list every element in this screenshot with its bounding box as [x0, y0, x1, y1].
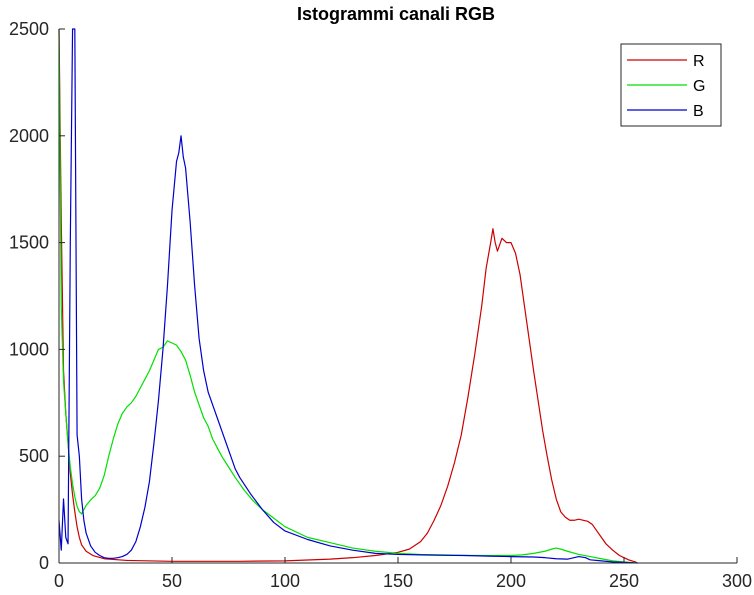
series-line-r	[58, 28, 638, 564]
x-tick-label: 100	[270, 571, 300, 591]
y-tick-label: 500	[19, 446, 49, 466]
y-tick-label: 1500	[9, 233, 49, 253]
axes: 0 50 100 150 200 250 300 0 500 1000 1500 2000 2500	[9, 19, 752, 591]
y-tick-label: 1000	[9, 339, 49, 359]
x-tick-label: 150	[383, 571, 413, 591]
chart-title: Istogrammi canali RGB	[297, 4, 495, 24]
x-tick-label: 250	[609, 571, 639, 591]
series-lines	[58, 28, 638, 564]
legend-label-r: R	[693, 53, 705, 70]
x-tick-label: 0	[54, 571, 64, 591]
y-tick-label: 2500	[9, 19, 49, 39]
x-tick-label: 50	[162, 571, 182, 591]
legend-label-g: G	[693, 78, 705, 95]
y-tick-label: 0	[39, 553, 49, 573]
legend-label-b: B	[693, 103, 704, 120]
y-tick-label: 2000	[9, 126, 49, 146]
x-tick-label: 300	[722, 571, 752, 591]
legend: RGB	[620, 43, 722, 127]
series-line-b	[58, 28, 638, 564]
x-tick-label: 200	[496, 571, 526, 591]
series-line-g	[58, 28, 638, 564]
